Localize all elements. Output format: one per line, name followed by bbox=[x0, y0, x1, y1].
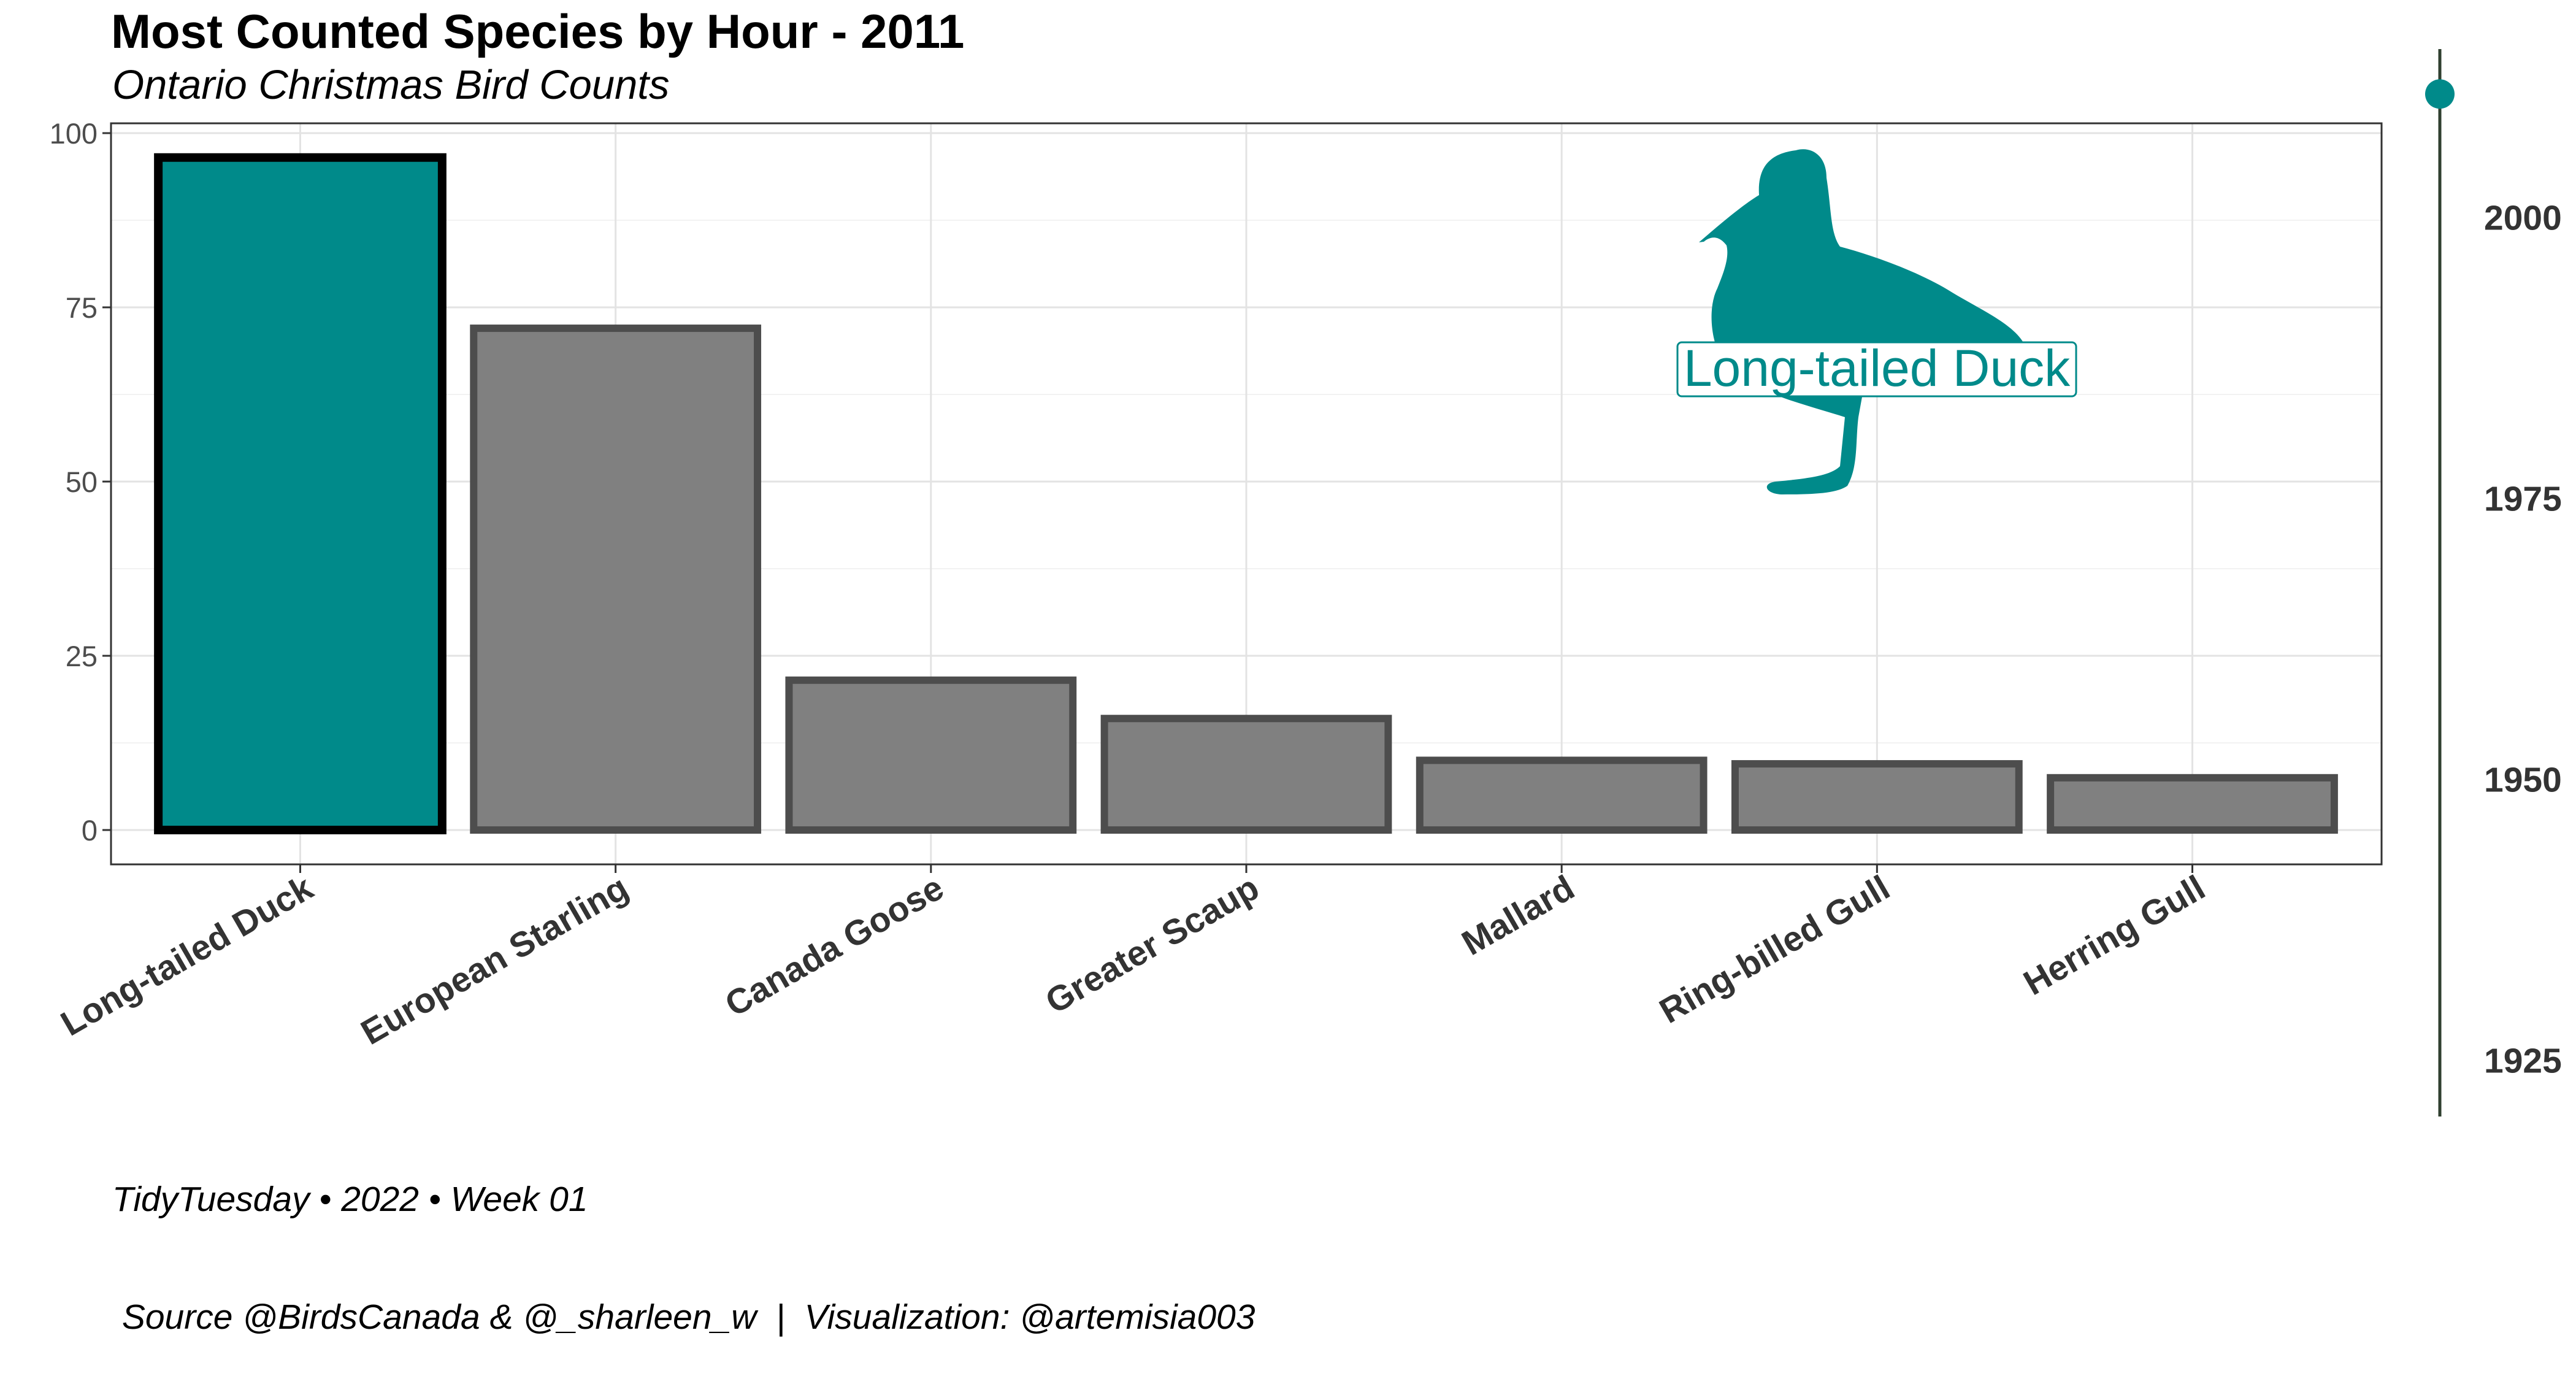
x-tick-label: Long-tailed Duck bbox=[55, 868, 320, 1044]
annotation-label-box bbox=[1676, 341, 2077, 398]
y-tick-label: 50 bbox=[66, 466, 98, 498]
timeline-tick-label: 1975 bbox=[2484, 480, 2562, 519]
x-tick-label: Greater Scaup bbox=[1039, 868, 1265, 1021]
x-tick-label: European Starling bbox=[355, 868, 635, 1053]
y-tick-label: 100 bbox=[50, 117, 98, 150]
bar bbox=[1416, 756, 1708, 834]
y-tick-label: 0 bbox=[82, 814, 98, 847]
bars bbox=[154, 153, 2338, 834]
y-axis: 0 25 50 75 100 bbox=[50, 117, 111, 847]
bar bbox=[1731, 760, 2023, 834]
caption-line-1: TidyTuesday • 2022 • Week 01 bbox=[112, 1180, 588, 1219]
timeline-tick-label: 1950 bbox=[2484, 761, 2562, 800]
x-tick-label: Mallard bbox=[1455, 868, 1581, 963]
caption-line-2: Source @BirdsCanada & @_sharleen_w | Vis… bbox=[112, 1297, 1255, 1337]
chart-subtitle: Ontario Christmas Bird Counts bbox=[112, 62, 670, 108]
caption: TidyTuesday • 2022 • Week 01 Source @Bir… bbox=[112, 1101, 1255, 1376]
x-axis: Long-tailed Duck European Starling Canada … bbox=[55, 864, 2212, 1053]
year-timeline: 2000 1975 1950 1925 bbox=[2425, 49, 2562, 1117]
bar bbox=[470, 325, 762, 834]
x-tick-label: Ring-billed Gull bbox=[1653, 868, 1896, 1031]
annotation-group: Long-tailed Duck bbox=[1676, 149, 2077, 494]
timeline-tick-label: 1925 bbox=[2484, 1041, 2562, 1080]
bar bbox=[2047, 774, 2338, 834]
timeline-current-marker bbox=[2425, 79, 2455, 109]
duck-silhouette-icon bbox=[1699, 149, 2024, 494]
annotation-label: Long-tailed Duck bbox=[1684, 339, 2071, 397]
bar bbox=[1100, 715, 1392, 834]
chart-title: Most Counted Species by Hour - 2011 bbox=[111, 4, 965, 58]
x-tick-label: Canada Goose bbox=[719, 868, 951, 1024]
bar bbox=[785, 676, 1077, 834]
y-tick-label: 75 bbox=[66, 291, 98, 324]
y-tick-label: 25 bbox=[66, 640, 98, 672]
bar bbox=[154, 153, 447, 834]
timeline-tick-label: 2000 bbox=[2484, 199, 2562, 238]
x-tick-label: Herring Gull bbox=[2017, 868, 2212, 1003]
